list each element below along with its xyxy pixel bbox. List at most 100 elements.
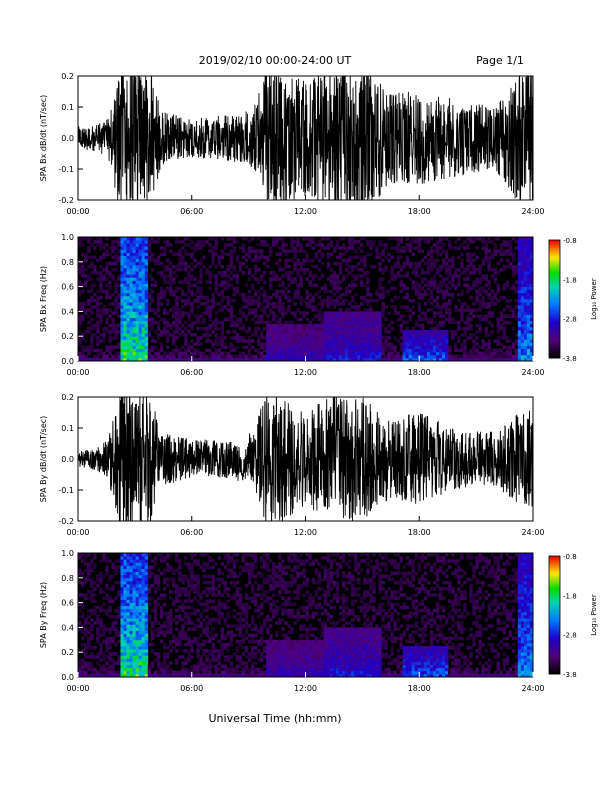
heatmap-cell — [208, 639, 212, 644]
heatmap-cell — [281, 268, 285, 272]
heatmap-cell — [302, 333, 306, 337]
heatmap-cell — [520, 311, 525, 315]
colorbar-step — [549, 293, 560, 296]
heatmap-cell — [448, 274, 452, 278]
heatmap-cell — [169, 590, 173, 594]
heatmap-cell — [123, 577, 127, 582]
y-tick-label: -0.1 — [58, 165, 74, 174]
heatmap-cell — [211, 342, 215, 346]
heatmap-cell — [138, 639, 143, 644]
heatmap-cell — [223, 646, 228, 650]
heatmap-cell — [105, 308, 109, 312]
y-tick-label: 0.4 — [61, 307, 74, 316]
heatmap-cell — [132, 255, 137, 260]
heatmap-cell — [208, 237, 212, 241]
heatmap-cell — [90, 333, 94, 337]
heatmap-cell — [144, 286, 149, 291]
heatmap-cell — [126, 243, 130, 247]
heatmap-cell — [132, 317, 137, 322]
heatmap-cell — [260, 336, 264, 340]
heatmap-cell — [111, 348, 115, 353]
heatmap-cell — [475, 237, 479, 241]
heatmap-cell — [457, 292, 461, 297]
heatmap-cell — [448, 311, 452, 315]
heatmap-cell — [502, 333, 507, 337]
heatmap-cell — [372, 357, 376, 361]
heatmap-cell — [184, 673, 188, 677]
heatmap-cell — [99, 658, 103, 662]
heatmap-cell — [162, 571, 167, 576]
heatmap-cell — [414, 323, 419, 328]
heatmap-cell — [508, 261, 513, 266]
heatmap-cell — [256, 339, 261, 343]
heatmap-cell — [463, 333, 467, 337]
heatmap-cell — [223, 342, 228, 346]
heatmap-cell — [120, 630, 124, 634]
heatmap-cell — [372, 333, 376, 337]
heatmap-cell — [202, 553, 206, 557]
heatmap-cell — [205, 357, 209, 361]
heatmap-cell — [156, 621, 161, 625]
heatmap-cell — [399, 289, 403, 294]
heatmap-cell — [272, 351, 276, 356]
heatmap-cell — [214, 240, 218, 244]
heatmap-cell — [502, 264, 507, 269]
heatmap-cell — [320, 342, 325, 346]
heatmap-cell — [114, 673, 118, 677]
heatmap-cell — [293, 280, 297, 284]
heatmap-cell — [138, 649, 143, 653]
heatmap-cell — [354, 323, 358, 328]
heatmap-cell — [281, 339, 285, 343]
heatmap-cell — [290, 246, 294, 250]
heatmap-cell — [448, 308, 452, 312]
heatmap-cell — [335, 280, 340, 284]
heatmap-cell — [196, 280, 200, 284]
heatmap-cell — [217, 577, 221, 582]
heatmap-cell — [296, 243, 300, 247]
heatmap-cell — [172, 639, 176, 644]
heatmap-cell — [199, 351, 203, 356]
heatmap-cell — [126, 590, 130, 594]
heatmap-cell — [87, 667, 91, 672]
heatmap-cell — [172, 348, 176, 353]
heatmap-cell — [469, 271, 473, 275]
heatmap-cell — [175, 264, 179, 269]
heatmap-cell — [360, 339, 364, 343]
heatmap-cell — [144, 565, 149, 569]
heatmap-cell — [302, 268, 306, 272]
heatmap-cell — [238, 339, 243, 343]
heatmap-cell — [193, 608, 197, 613]
heatmap-cell — [399, 317, 403, 322]
heatmap-cell — [178, 642, 182, 647]
heatmap-cell — [165, 357, 170, 361]
heatmap-cell — [478, 237, 482, 241]
heatmap-cell — [81, 630, 85, 634]
heatmap-cell — [496, 249, 501, 253]
heatmap-cell — [287, 299, 291, 303]
heatmap-cell — [523, 292, 528, 297]
heatmap-cell — [454, 268, 458, 272]
heatmap-cell — [423, 342, 428, 346]
heatmap-cell — [269, 283, 273, 287]
heatmap-cell — [347, 237, 352, 241]
heatmap-cell — [178, 351, 182, 356]
heatmap-cell — [123, 618, 127, 622]
heatmap-cell — [354, 351, 358, 356]
heatmap-cell — [526, 258, 531, 263]
heatmap-cell — [302, 351, 306, 356]
heatmap-cell — [423, 237, 428, 241]
heatmap-cell — [123, 237, 127, 241]
heatmap-cell — [332, 330, 337, 334]
heatmap-cell — [429, 339, 434, 343]
heatmap-cell — [187, 670, 191, 675]
heatmap-cell — [144, 571, 149, 576]
heatmap-cell — [517, 255, 522, 260]
heatmap-cell — [162, 323, 167, 328]
heatmap-cell — [214, 664, 218, 669]
heatmap-cell — [84, 642, 88, 647]
heatmap-cell — [105, 611, 109, 616]
heatmap-cell — [217, 608, 221, 613]
heatmap-cell — [335, 246, 340, 250]
heatmap-cell — [132, 584, 137, 588]
